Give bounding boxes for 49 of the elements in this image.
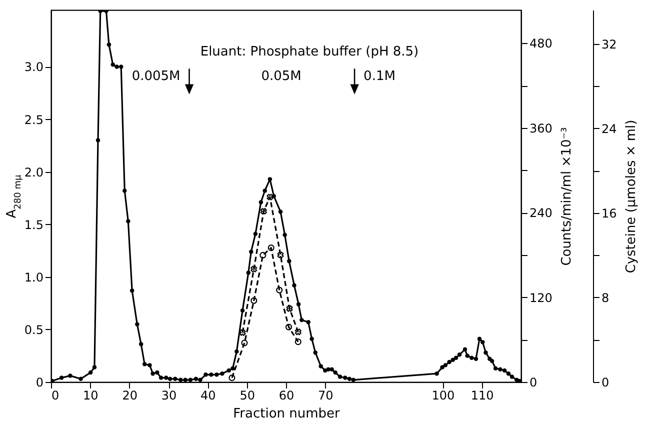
y3-tick-label: 0: [602, 376, 610, 390]
point: [250, 297, 258, 304]
x-tick-label: 30: [161, 388, 177, 402]
x-tick-label: 0: [52, 388, 60, 402]
y2-tick-label: 480: [530, 36, 552, 51]
x-tick-label: 40: [200, 388, 216, 402]
point: [276, 286, 283, 294]
x-tick-label: 50: [240, 388, 255, 402]
y3-tick-label: 16: [602, 206, 617, 220]
annotation: 0.05M: [261, 69, 302, 84]
point: [294, 338, 302, 346]
ref-line-label: 0.1M: [364, 69, 396, 84]
y3-tick-label: 32: [602, 37, 617, 52]
point: [266, 194, 274, 200]
x-axis-title: Fraction number: [233, 406, 341, 422]
y-tick-label: 0.5: [24, 322, 44, 337]
ref-line-label: 0.005M: [132, 69, 180, 84]
y-tick-label: 0: [36, 376, 44, 390]
y3-axis-title: Cysteine (μmoles × ml): [624, 120, 639, 274]
point: [268, 244, 274, 252]
y3-tick-label: 24: [602, 122, 617, 136]
y-tick-label: 3.0: [24, 60, 44, 74]
y2-tick-label: 120: [530, 290, 552, 305]
x-tick-label: 60: [278, 388, 294, 402]
y2-tick-label: 0: [530, 376, 538, 390]
x-tick-label: 100: [432, 388, 455, 402]
annotation: Eluant: Phosphate buffer (pH 8.5): [200, 44, 419, 60]
point: [260, 252, 266, 258]
point: [228, 374, 236, 382]
point: [260, 208, 267, 214]
point: [241, 340, 248, 346]
x-tick-label: 10: [83, 388, 98, 402]
point: [277, 252, 284, 258]
y-tick-label: 2.0: [24, 165, 44, 180]
y2-tick-label: 360: [530, 121, 552, 136]
point: [239, 329, 246, 336]
y-tick-label: 1.5: [24, 218, 44, 232]
point: [285, 324, 292, 330]
point: [250, 266, 258, 272]
point: [294, 328, 302, 336]
y2-tick-label: 240: [530, 206, 552, 220]
y-tick-label: 1.0: [24, 270, 44, 284]
point: [286, 305, 293, 312]
x-tick-label: 70: [318, 388, 334, 402]
x-tick-label: 20: [122, 388, 138, 402]
y-tick-label: 2.5: [24, 112, 44, 127]
y3-tick-label: 8: [602, 290, 610, 305]
x-tick-label: 110: [470, 388, 494, 402]
y2-axis-title: Counts/min/ml ×10⁻³: [559, 127, 574, 266]
